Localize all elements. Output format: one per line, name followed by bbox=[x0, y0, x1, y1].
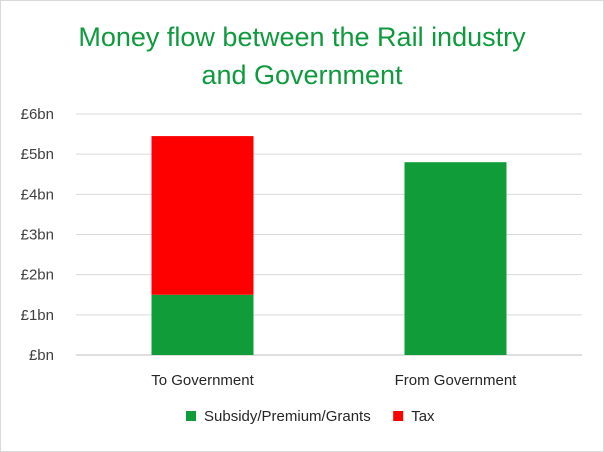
y-tick-label: £bn bbox=[29, 347, 54, 364]
chart-title-line-2: and Government bbox=[201, 60, 403, 90]
bar-tax bbox=[151, 136, 254, 295]
y-tick-label: £4bn bbox=[21, 186, 54, 203]
bar-subsidy-premium-grants bbox=[404, 162, 507, 355]
legend-swatch bbox=[186, 411, 196, 421]
x-category-label: To Government bbox=[151, 372, 254, 389]
legend-swatch bbox=[393, 411, 404, 421]
chart-title-line-1: Money flow between the Rail industry bbox=[78, 22, 526, 52]
y-tick-label: £1bn bbox=[21, 307, 54, 324]
y-tick-label: £3bn bbox=[21, 227, 54, 244]
y-tick-label: £5bn bbox=[21, 146, 54, 163]
legend-label: Tax bbox=[411, 408, 435, 425]
legend-label: Subsidy/Premium/Grants bbox=[204, 408, 371, 425]
chart-title: Money flow between the Rail industry and… bbox=[0, 18, 604, 94]
y-tick-label: £6bn bbox=[21, 106, 54, 123]
x-category-label: From Government bbox=[395, 372, 518, 389]
y-tick-label: £2bn bbox=[21, 267, 54, 284]
bar-subsidy-premium-grants bbox=[151, 294, 254, 355]
